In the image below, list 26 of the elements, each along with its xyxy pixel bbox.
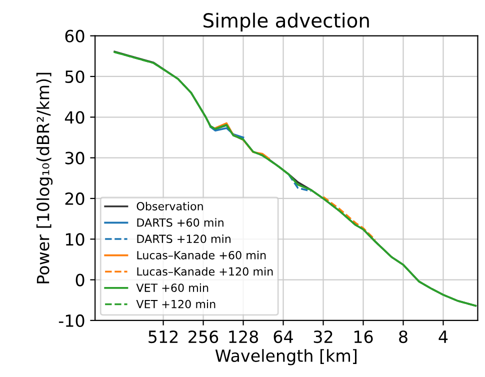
x-tick-label: 32 — [314, 330, 332, 344]
x-tick-label: 128 — [229, 330, 258, 344]
legend-label: VET +60 min — [136, 283, 208, 292]
legend-label: Lucas–Kanade +60 min — [137, 250, 266, 260]
x-tick-label: 16 — [354, 330, 373, 344]
x-tick-label: 256 — [188, 330, 218, 344]
x-tick-label: 4 — [438, 330, 448, 343]
y-tick-label: 40 — [64, 111, 84, 124]
y-tick-label: -10 — [58, 314, 84, 328]
chart-title: Simple advection — [204, 12, 369, 32]
y-tick-label: 60 — [65, 30, 84, 42]
y-tick-label: 30 — [65, 152, 84, 164]
y-tick-label: 10 — [66, 233, 84, 246]
x-tick-label: 512 — [148, 330, 178, 344]
y-tick-label: 50 — [65, 70, 84, 84]
y-axis-title: Power [10log₁₀(dBR²/km)] — [36, 72, 53, 284]
x-tick-label: 8 — [399, 330, 408, 344]
legend-label: Observation — [136, 202, 203, 210]
y-tick-label: 20 — [65, 192, 84, 206]
y-tick-label: 0 — [76, 274, 84, 286]
legend-label: DARTS +60 min — [137, 218, 224, 227]
legend-label: VET +120 min — [136, 300, 216, 308]
x-tick-label: 64 — [274, 330, 293, 344]
legend-label: Lucas–Kanade +120 min — [137, 267, 273, 276]
x-axis-title: Wavelength [km] — [215, 349, 356, 366]
legend-label: DARTS +120 min — [137, 234, 230, 244]
